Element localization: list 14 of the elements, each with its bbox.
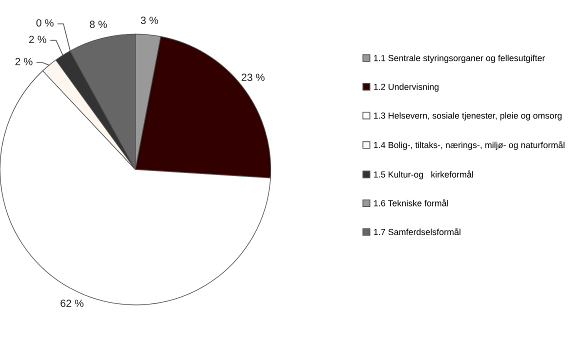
text: 0 %: [36, 19, 54, 27]
data-label: 8 %: [90, 20, 107, 28]
data-label: 2 %: [15, 58, 32, 66]
data-label: 62 %: [60, 300, 84, 308]
data-label: 2 %: [29, 36, 46, 44]
legend-label: 1.6 Tekniske formål: [374, 199, 448, 206]
legend-label: 1.4 Bolig-, tiltaks-, nærings-, miljø- og naturformål: [374, 141, 564, 150]
legend-label: 1.5 Kultur-og kirkeformål: [374, 170, 473, 180]
legend-label: 1.3 Helsevern, sosiale tjenester, pleie og omsorg: [374, 112, 562, 120]
legend-label: 1.2 Undervisning: [374, 84, 438, 92]
data-label: 23 %: [242, 74, 265, 82]
legend-label: 1.7 Samferdselsformål: [374, 228, 460, 236]
data-label: 3 %: [140, 16, 158, 24]
legend-label: 1.1 Sentrale styringsorganer og fellesutgifter: [374, 54, 545, 63]
